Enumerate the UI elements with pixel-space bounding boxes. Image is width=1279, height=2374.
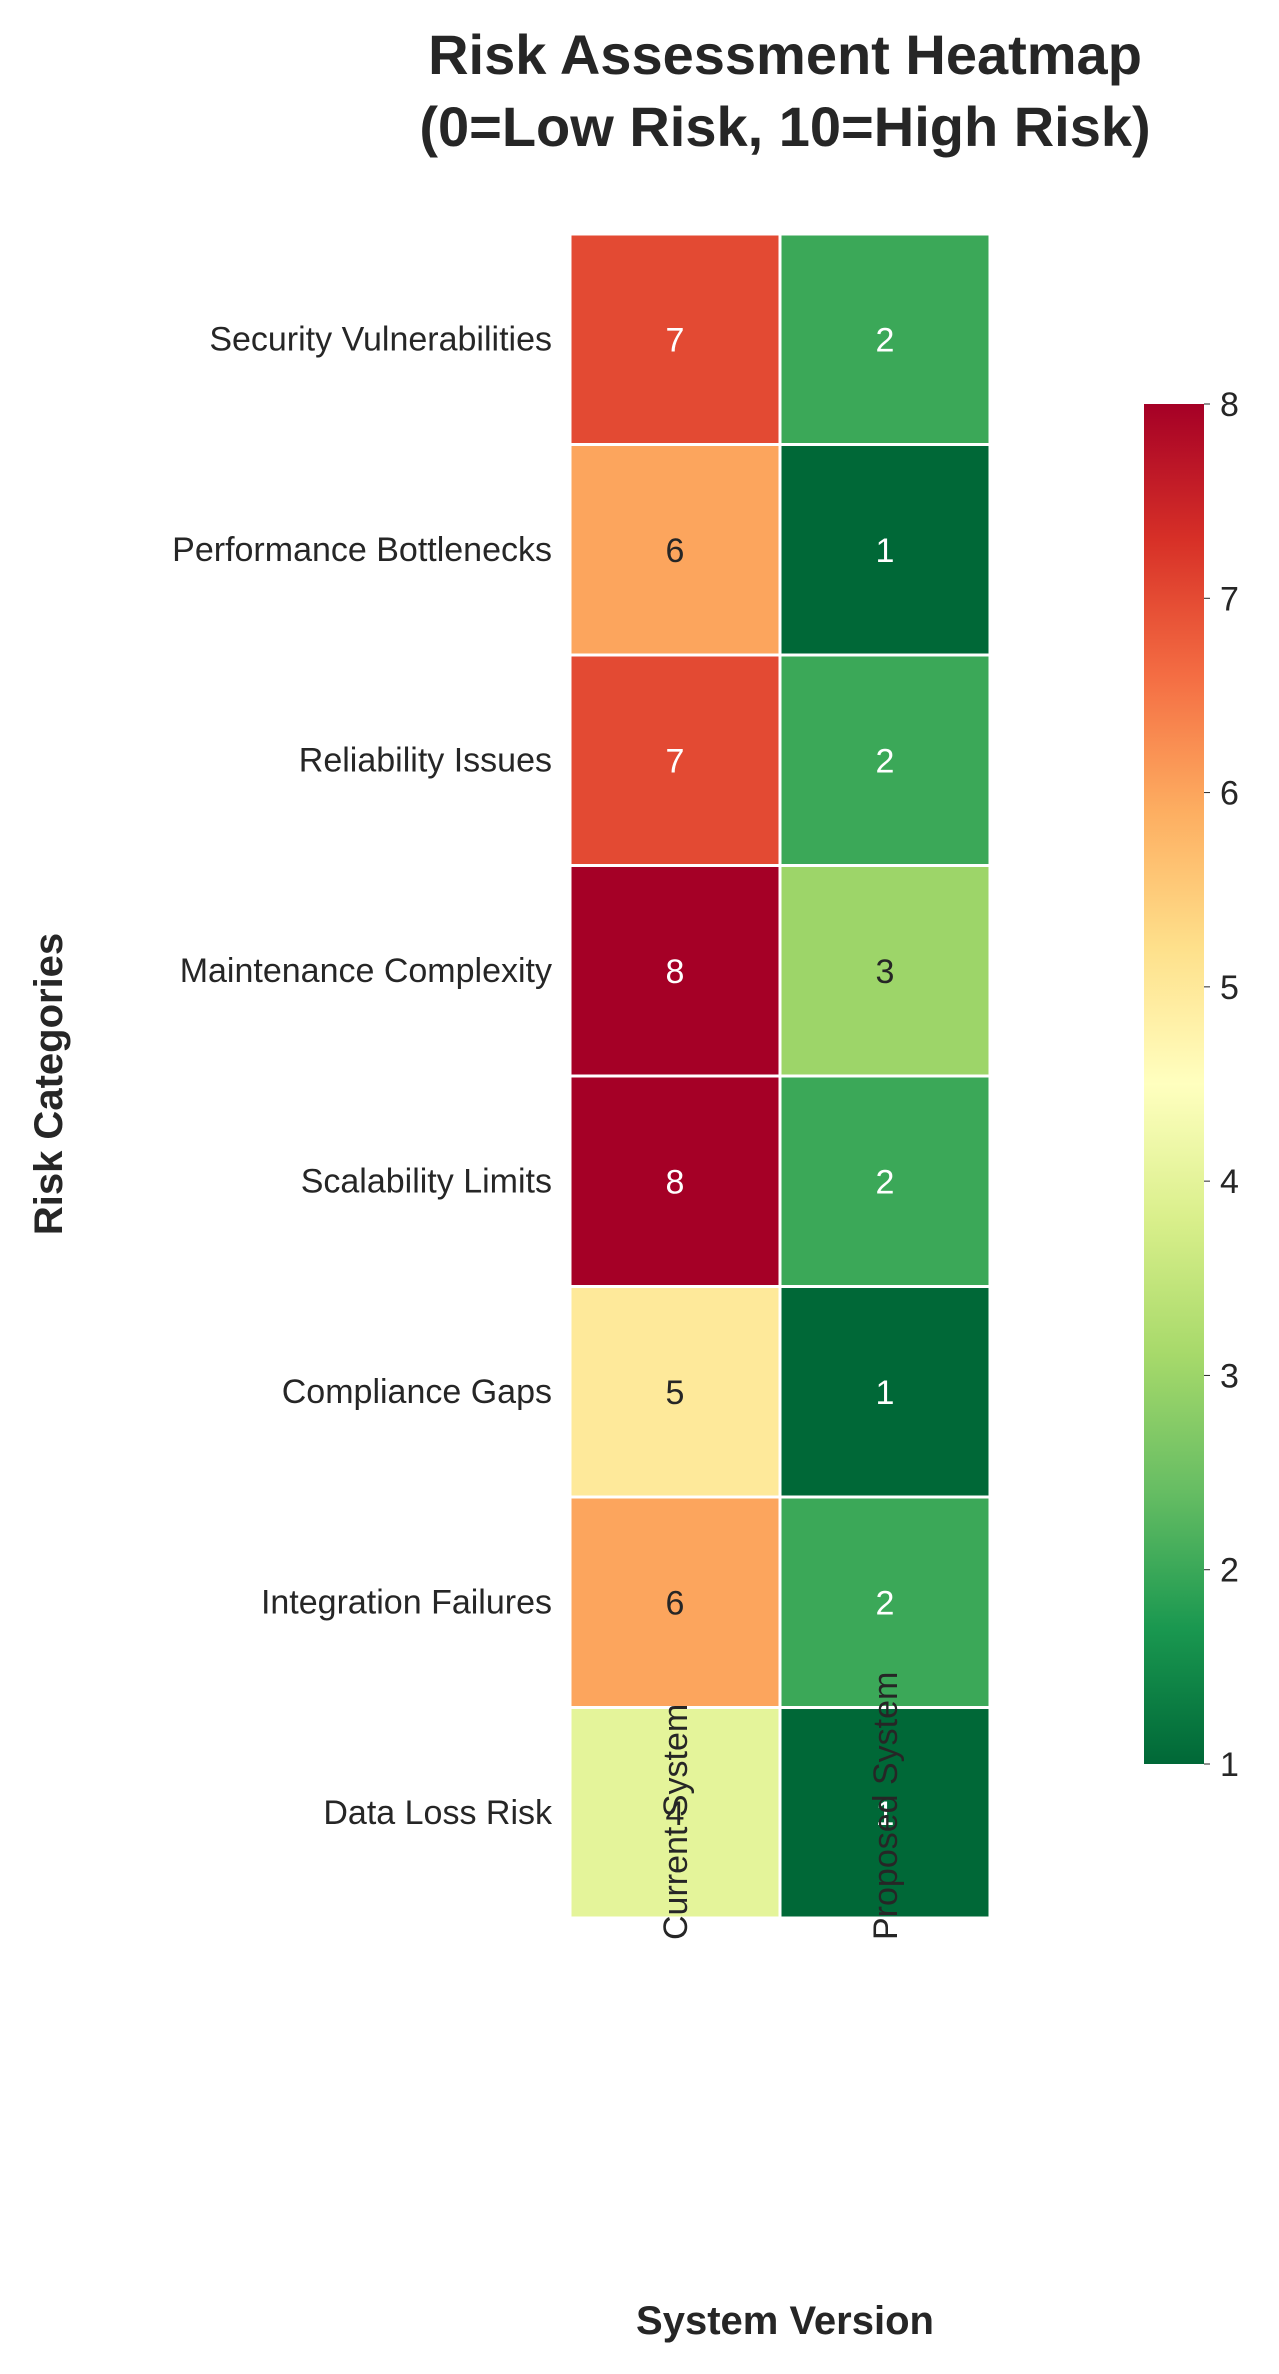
colorbar-tick-label: 7 [1220,580,1239,618]
cell-value-label: 4 [666,1795,685,1833]
colorbar-tick-labels: 1 2 3 4 5 6 7 8 [1204,386,1239,1784]
cell-value-label: 3 [876,953,895,991]
cell-value-label: 7 [666,742,685,780]
chart-title-line1: Risk Assessment Heatmap [428,23,1142,86]
x-axis-label: System Version [636,2299,934,2343]
cell-value-label: 2 [876,321,895,359]
heatmap-value-labels: 7 2 6 1 7 2 8 3 8 2 5 1 6 2 4 1 [666,321,895,1833]
y-tick-label: Integration Failures [261,1583,552,1621]
heatmap-cell [568,232,782,446]
y-tick-label: Scalability Limits [301,1162,552,1200]
colorbar-tick-label: 8 [1220,386,1239,424]
cell-value-label: 6 [666,532,685,570]
colorbar-tick-label: 6 [1220,775,1239,813]
heatmap-cell [778,1074,992,1288]
colorbar-tick-label: 4 [1220,1163,1239,1201]
y-axis-label: Risk Categories [27,933,71,1235]
colorbar-tick-label: 3 [1220,1357,1239,1395]
y-tick-label: Performance Bottlenecks [172,531,552,569]
cell-value-label: 5 [666,1374,685,1412]
heatmap-cell [568,443,782,657]
cell-value-label: 2 [876,1584,895,1622]
cell-value-label: 2 [876,742,895,780]
cell-value-label: 1 [876,1374,895,1412]
chart-title-line2: (0=Low Risk, 10=High Risk) [419,95,1150,158]
colorbar-tick-label: 1 [1220,1746,1239,1784]
cell-value-label: 1 [876,532,895,570]
x-axis-tick-labels: Current System Proposed System [657,1672,905,1940]
x-tick-label: Current System [657,1704,695,1940]
cell-value-label: 8 [666,1163,685,1201]
cell-value-label: 8 [666,953,685,991]
heatmap-cell [778,232,992,446]
cell-value-label: 7 [666,321,685,359]
heatmap-cell [778,653,992,867]
heatmap-cell [778,864,992,1078]
cell-value-label: 1 [876,1795,895,1833]
heatmap-cell [778,1285,992,1499]
heatmap-cell [778,443,992,657]
colorbar-tick-label: 5 [1220,969,1239,1007]
y-tick-label: Security Vulnerabilities [209,320,552,358]
y-tick-label: Compliance Gaps [282,1373,552,1411]
heatmap-cell [778,1495,992,1709]
cell-value-label: 6 [666,1584,685,1622]
colorbar [1144,404,1204,1764]
x-tick-label: Proposed System [867,1672,905,1940]
cell-value-label: 2 [876,1163,895,1201]
heatmap-cells [568,232,992,1920]
y-axis-tick-labels: Security Vulnerabilities Performance Bott… [172,320,553,1832]
heatmap-cell [778,1706,992,1920]
y-tick-label: Reliability Issues [299,741,552,779]
y-tick-label: Maintenance Complexity [180,952,552,990]
colorbar-tick-label: 2 [1220,1552,1239,1590]
y-tick-label: Data Loss Risk [323,1794,553,1832]
